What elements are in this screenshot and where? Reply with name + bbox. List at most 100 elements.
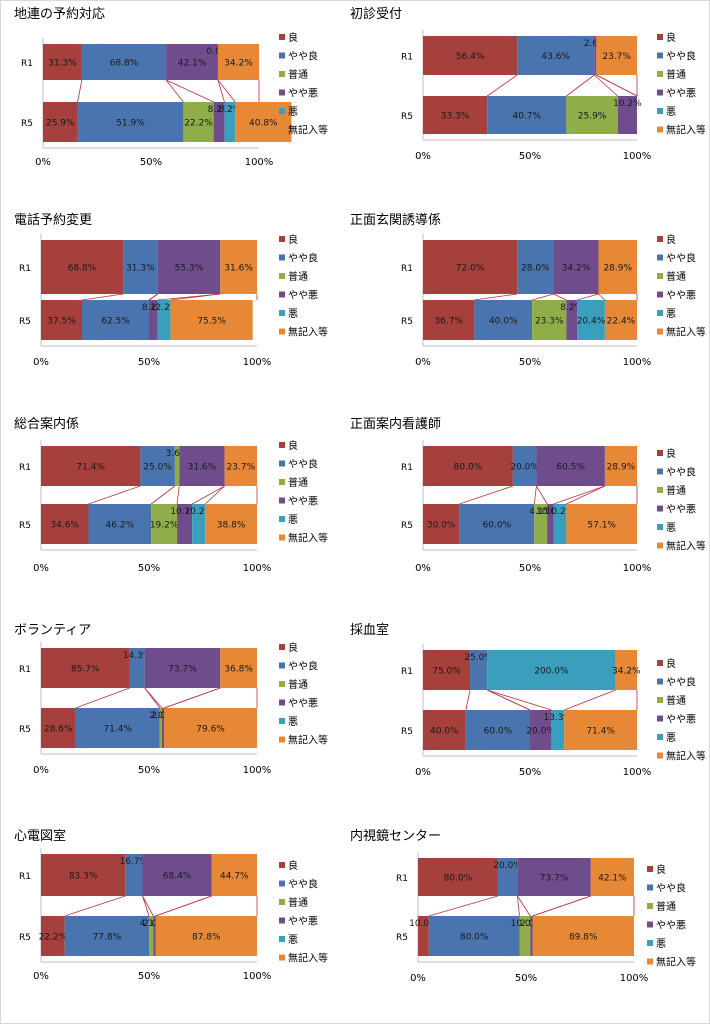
connector-line <box>77 79 83 103</box>
bar-segment-r1-4 <box>594 36 597 75</box>
legend-label: 良 <box>666 31 676 44</box>
bar-segment-r5-1 <box>418 916 429 956</box>
connector-line <box>144 687 163 709</box>
connector-line <box>428 895 499 917</box>
data-label: 60.5% <box>556 463 585 473</box>
legend-label: 良 <box>288 439 298 452</box>
data-label: 44.7% <box>220 872 249 882</box>
legend-label: やや悪 <box>656 920 686 932</box>
data-label: 77.8% <box>93 933 122 943</box>
data-label: 25.9% <box>578 112 607 122</box>
x-tick-label: 0% <box>35 157 51 168</box>
bar-segment-r5-2 <box>474 300 533 340</box>
bar-segment-r1-6 <box>596 36 637 75</box>
data-label: 14.3% <box>123 651 152 661</box>
bar-segment-r5-1 <box>43 102 78 142</box>
bar-segment-r5-3 <box>534 504 548 544</box>
legend-swatch <box>647 866 653 872</box>
legend-swatch <box>279 460 285 467</box>
bar-segment-r1-2 <box>517 240 554 294</box>
legend-label: 悪 <box>288 934 298 946</box>
chart-title: 正面玄関誘導係 <box>350 213 441 228</box>
bar-segment-r5-3 <box>566 96 618 134</box>
category-label-r1: R1 <box>396 874 408 884</box>
category-label-r5: R5 <box>19 521 31 531</box>
x-tick-label: 50% <box>515 973 537 984</box>
bar-segment-r1-2 <box>470 650 488 690</box>
legend-swatch <box>657 254 663 261</box>
legend-swatch <box>657 108 663 114</box>
bar-segment-r1-6 <box>598 240 637 294</box>
series-connectors <box>77 79 260 103</box>
legend-label: やや悪 <box>288 916 318 928</box>
connector-line <box>204 485 225 505</box>
chart-panel-8: 採血室 0% 50% 100% R1 R5 75.0%25.0% 200.0% 34.2% 40.… <box>350 622 705 778</box>
connector-line <box>142 895 150 917</box>
legend-label: やや悪 <box>288 496 318 508</box>
bar-segment-r5-1 <box>41 300 83 340</box>
chart-panel-7: ボランティア 0% 50% 100% R1 R5 85.7% 14.3% 73.7% 36.8% 2… <box>14 623 328 776</box>
x-tick-label: 0% <box>415 357 431 368</box>
legend-label: 無記入等 <box>288 532 328 545</box>
connector-line <box>532 293 554 301</box>
bar-segment-r1-1 <box>41 240 124 294</box>
legend-swatch <box>657 542 663 549</box>
category-label-r5: R5 <box>396 933 408 943</box>
bar-segment-r1-4 <box>157 240 221 294</box>
bar-segment-r5-5 <box>551 710 565 750</box>
connector-line <box>553 293 567 301</box>
data-label: 34.2% <box>562 264 591 274</box>
bar-segment-r1-4 <box>536 446 605 486</box>
connector-line <box>533 485 537 505</box>
data-label: 10.2% <box>546 507 575 517</box>
legend-label: 無記入等 <box>656 956 696 969</box>
data-label: 42.1% <box>178 59 207 69</box>
connector-line <box>163 687 221 709</box>
data-label: 10.0% <box>536 507 565 517</box>
legend-swatch <box>647 958 653 965</box>
x-tick-label: 100% <box>623 767 652 778</box>
legend-label: 良 <box>666 233 676 246</box>
legend-swatch <box>657 697 663 703</box>
bar-segment-r1-1 <box>423 36 518 75</box>
chart-title: 初診受付 <box>350 6 402 22</box>
x-tick-label: 50% <box>138 765 160 776</box>
bar-segment-r5-6 <box>566 504 637 544</box>
data-label: 10.2% <box>184 507 213 517</box>
category-label-r5: R5 <box>19 933 31 943</box>
chart-title: 電話予約変更 <box>14 212 92 228</box>
legend-label: やや良 <box>288 660 318 673</box>
bar-segment-r5-1 <box>423 96 488 134</box>
legend-label: やや悪 <box>666 714 696 726</box>
connector-line <box>532 895 591 917</box>
legend-swatch <box>279 497 285 504</box>
data-label: 28.6% <box>44 725 73 735</box>
data-label: 71.4% <box>103 725 132 735</box>
data-label: 3.6% <box>166 449 189 459</box>
data-label: 36.8% <box>224 665 253 675</box>
legend-swatch <box>279 917 285 924</box>
data-label: 4.1% <box>140 919 163 929</box>
data-label: 2.0% <box>520 919 543 929</box>
data-label: 57.1% <box>587 521 616 531</box>
legend-swatch <box>279 71 285 77</box>
bar-segment-r5-1 <box>41 916 65 956</box>
data-label: 34.2% <box>224 59 253 69</box>
bar-segment-r5-4 <box>213 102 225 142</box>
data-label: 22.2% <box>39 933 68 943</box>
connector-line <box>75 687 130 709</box>
data-label: 28.9% <box>603 264 632 274</box>
x-tick-label: 0% <box>415 563 431 574</box>
category-label-r5: R5 <box>21 119 33 129</box>
bar-segment-r5-4 <box>566 300 578 340</box>
data-label: 73.7% <box>168 665 197 675</box>
chart-title: 総合案内係 <box>14 416 79 432</box>
x-tick-label: 100% <box>623 151 652 162</box>
legend-label: 無記入等 <box>288 124 328 137</box>
category-label-r1: R1 <box>19 665 31 675</box>
data-label: 20.0% <box>493 861 522 871</box>
data-label: 13.3% <box>544 713 573 723</box>
connector-line <box>517 895 531 917</box>
